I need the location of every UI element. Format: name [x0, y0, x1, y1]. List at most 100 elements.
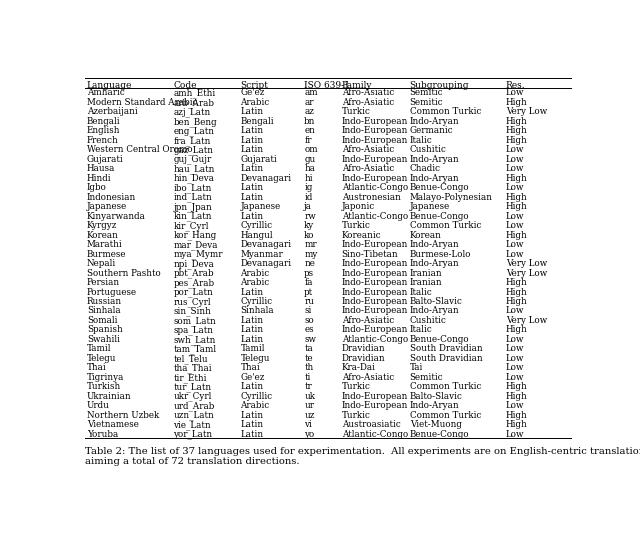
Text: Marathi: Marathi — [87, 240, 123, 249]
Text: bn: bn — [304, 117, 316, 126]
Text: Latin: Latin — [241, 126, 264, 136]
Text: Low: Low — [506, 89, 524, 97]
Text: Sinhala: Sinhala — [241, 307, 274, 315]
Text: som_Latn: som_Latn — [173, 316, 216, 326]
Text: Indo-Aryan: Indo-Aryan — [410, 259, 460, 268]
Text: Low: Low — [506, 401, 524, 410]
Text: Very Low: Very Low — [506, 259, 547, 268]
Text: Ge'ez: Ge'ez — [241, 373, 265, 382]
Text: Latin: Latin — [241, 107, 264, 117]
Text: Afro-Asiatic: Afro-Asiatic — [342, 164, 394, 173]
Text: Low: Low — [506, 307, 524, 315]
Text: Chadic: Chadic — [410, 164, 441, 173]
Text: Indo-European: Indo-European — [342, 174, 408, 183]
Text: Benue-Congo: Benue-Congo — [410, 183, 469, 192]
Text: High: High — [506, 202, 528, 211]
Text: urd_Arab: urd_Arab — [173, 401, 215, 411]
Text: Latin: Latin — [241, 212, 264, 221]
Text: Hindi: Hindi — [87, 174, 111, 183]
Text: Somali: Somali — [87, 316, 118, 325]
Text: Cyrillic: Cyrillic — [241, 297, 273, 306]
Text: tir_Ethi: tir_Ethi — [173, 373, 207, 382]
Text: sin_Sinh: sin_Sinh — [173, 307, 211, 316]
Text: tha_Thai: tha_Thai — [173, 363, 212, 373]
Text: Vietnamese: Vietnamese — [87, 420, 139, 429]
Text: Spanish: Spanish — [87, 326, 123, 334]
Text: Gujarati: Gujarati — [241, 155, 277, 164]
Text: Portuguese: Portuguese — [87, 287, 137, 296]
Text: Devanagari: Devanagari — [241, 240, 292, 249]
Text: hin_Deva: hin_Deva — [173, 174, 214, 184]
Text: kin_Latn: kin_Latn — [173, 212, 212, 221]
Text: Japanese: Japanese — [241, 202, 281, 211]
Text: Latin: Latin — [241, 411, 264, 420]
Text: Igbo: Igbo — [87, 183, 107, 192]
Text: Iranian: Iranian — [410, 278, 442, 287]
Text: Indo-European: Indo-European — [342, 268, 408, 278]
Text: Kinyarwanda: Kinyarwanda — [87, 212, 146, 221]
Text: Cyrillic: Cyrillic — [241, 392, 273, 401]
Text: Indo-European: Indo-European — [342, 259, 408, 268]
Text: ar: ar — [304, 98, 314, 107]
Text: tel_Telu: tel_Telu — [173, 354, 208, 363]
Text: Family: Family — [342, 80, 372, 90]
Text: Korean: Korean — [410, 231, 442, 240]
Text: Latin: Latin — [241, 193, 264, 202]
Text: Common Turkic: Common Turkic — [410, 221, 481, 230]
Text: npi_Deva: npi_Deva — [173, 259, 214, 269]
Text: Low: Low — [506, 221, 524, 230]
Text: fra_Latn: fra_Latn — [173, 136, 211, 145]
Text: Japanese: Japanese — [410, 202, 450, 211]
Text: Bengali: Bengali — [241, 117, 274, 126]
Text: High: High — [506, 420, 528, 429]
Text: yo: yo — [304, 430, 314, 438]
Text: Indo-European: Indo-European — [342, 126, 408, 136]
Text: Indo-European: Indo-European — [342, 287, 408, 296]
Text: Indonesian: Indonesian — [87, 193, 136, 202]
Text: ja: ja — [304, 202, 312, 211]
Text: Benue-Congo: Benue-Congo — [410, 430, 469, 438]
Text: Cushitic: Cushitic — [410, 145, 447, 154]
Text: am: am — [304, 89, 318, 97]
Text: kir_Cyrl: kir_Cyrl — [173, 221, 209, 231]
Text: Kra-Dai: Kra-Dai — [342, 363, 376, 373]
Text: High: High — [506, 136, 528, 145]
Text: High: High — [506, 98, 528, 107]
Text: mya_Mymr: mya_Mymr — [173, 249, 223, 259]
Text: tr: tr — [304, 382, 312, 392]
Text: Low: Low — [506, 335, 524, 344]
Text: Turkic: Turkic — [342, 221, 371, 230]
Text: si: si — [304, 307, 312, 315]
Text: uzn_Latn: uzn_Latn — [173, 411, 214, 421]
Text: South Dravidian: South Dravidian — [410, 354, 483, 363]
Text: spa_Latn: spa_Latn — [173, 326, 214, 335]
Text: Germanic: Germanic — [410, 126, 453, 136]
Text: Latin: Latin — [241, 145, 264, 154]
Text: Very Low: Very Low — [506, 316, 547, 325]
Text: gaz_Latn: gaz_Latn — [173, 145, 214, 155]
Text: Latin: Latin — [241, 183, 264, 192]
Text: Indo-European: Indo-European — [342, 297, 408, 306]
Text: Latin: Latin — [241, 382, 264, 392]
Text: ISO 639-1: ISO 639-1 — [304, 80, 350, 90]
Text: Tamil: Tamil — [241, 345, 265, 353]
Text: gu: gu — [304, 155, 316, 164]
Text: kor_Hang: kor_Hang — [173, 231, 217, 240]
Text: Cushitic: Cushitic — [410, 316, 447, 325]
Text: Latin: Latin — [241, 326, 264, 334]
Text: Indo-European: Indo-European — [342, 117, 408, 126]
Text: Bengali: Bengali — [87, 117, 120, 126]
Text: Res.: Res. — [506, 80, 525, 90]
Text: ind_Latn: ind_Latn — [173, 193, 212, 202]
Text: Indo-European: Indo-European — [342, 278, 408, 287]
Text: English: English — [87, 126, 120, 136]
Text: uk: uk — [304, 392, 316, 401]
Text: Hausa: Hausa — [87, 164, 115, 173]
Text: Afro-Asiatic: Afro-Asiatic — [342, 145, 394, 154]
Text: Burmese: Burmese — [87, 249, 127, 259]
Text: High: High — [506, 117, 528, 126]
Text: Sinhala: Sinhala — [87, 307, 120, 315]
Text: ti: ti — [304, 373, 310, 382]
Text: ta: ta — [304, 345, 313, 353]
Text: yor_Latn: yor_Latn — [173, 430, 212, 440]
